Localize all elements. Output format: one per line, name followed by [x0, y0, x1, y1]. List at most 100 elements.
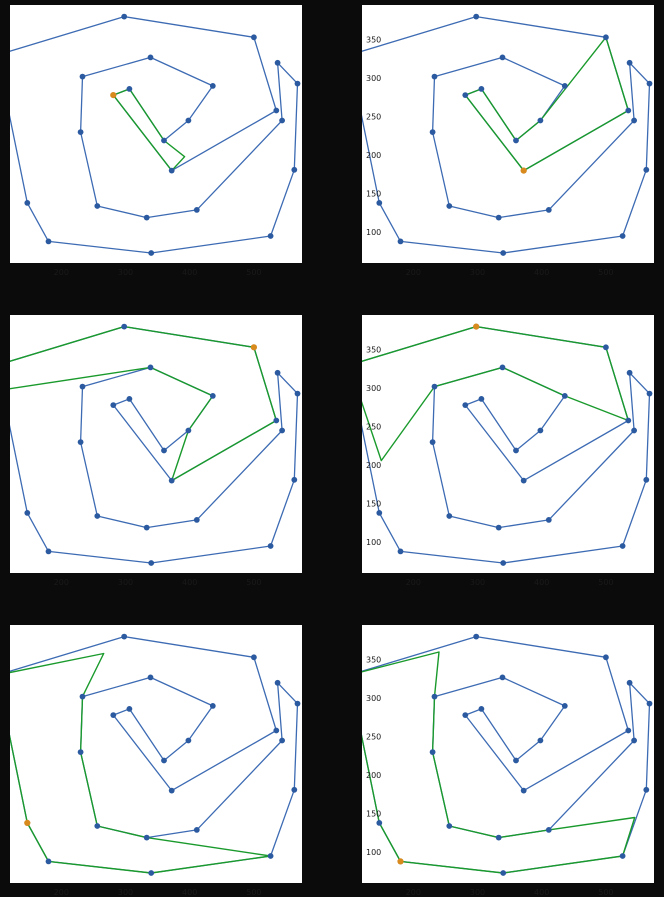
vertex-point: [193, 827, 200, 833]
x-tick-label: 500: [598, 268, 613, 277]
vertex-point: [161, 447, 167, 454]
x-tick-label: 400: [534, 888, 549, 897]
vertex-point: [561, 83, 568, 89]
vertex-point: [561, 703, 568, 709]
vertex-point: [267, 233, 274, 239]
x-tick-label: 200: [54, 888, 69, 897]
y-tick-label: 150: [366, 190, 381, 199]
panel-3: 200 300 400 500: [10, 315, 302, 587]
y-tick-label: 100: [366, 228, 381, 237]
vertex-point: [45, 858, 52, 865]
vertex-point: [513, 447, 519, 454]
vertex-point: [619, 543, 626, 549]
vertex-point: [126, 706, 133, 712]
vertex-point: [446, 823, 453, 829]
vertex-point: [397, 548, 404, 555]
panel-1: 200 300 400 500: [10, 5, 302, 277]
vertex-point: [462, 402, 469, 408]
vertex-point: [429, 749, 436, 755]
vertex-point: [603, 34, 609, 41]
x-tick-label: 200: [406, 268, 421, 277]
vertex-point: [397, 238, 404, 245]
vertex-point: [294, 390, 301, 397]
vertex-point: [143, 524, 150, 531]
vertex-point: [121, 13, 128, 20]
plot-area: [10, 5, 302, 263]
x-tick-label: 200: [54, 578, 69, 587]
x-tick-label: 300: [118, 578, 133, 587]
vertex-point: [537, 427, 544, 434]
vertex-point: [561, 393, 568, 399]
vertex-point: [643, 166, 650, 173]
x-tick-label: 300: [470, 268, 485, 277]
vertex-point: [168, 167, 175, 174]
vertex-point: [24, 510, 31, 516]
y-tick-label: 250: [366, 423, 381, 432]
vertex-point: [291, 786, 298, 793]
vertex-point: [77, 439, 84, 445]
vertex-point: [161, 137, 167, 144]
plot-area: [362, 5, 654, 263]
vertex-point: [376, 200, 383, 206]
vertex-point: [143, 834, 150, 841]
x-tick-label: 400: [182, 268, 197, 277]
vertex-point: [294, 700, 301, 707]
start-point: [110, 92, 117, 99]
vertex-point: [626, 369, 633, 376]
vertex-point: [185, 427, 192, 434]
vertex-point: [626, 679, 633, 686]
vertex-point: [500, 250, 507, 256]
path-line: [10, 325, 277, 482]
vertex-point: [446, 513, 453, 519]
vertex-point: [537, 117, 544, 124]
x-tick-label: 300: [470, 578, 485, 587]
start-point: [473, 323, 480, 330]
vertex-point: [520, 477, 527, 484]
panel-5: 200 300 400 500: [10, 625, 302, 897]
vertex-point: [643, 476, 650, 483]
vertex-point: [626, 59, 633, 66]
vertex-point: [619, 233, 626, 239]
vertex-point: [603, 654, 609, 661]
vertex-point: [431, 693, 438, 700]
vertex-point: [193, 207, 200, 213]
vertex-point: [193, 517, 200, 523]
vertex-point: [294, 80, 301, 87]
vertex-point: [45, 548, 52, 555]
panel-6: 200 300 400 500 100 150 200 250 300 350: [362, 625, 654, 897]
start-point: [24, 819, 31, 827]
x-tick-label: 500: [246, 578, 261, 587]
vertex-point: [376, 510, 383, 516]
vertex-point: [274, 59, 281, 66]
vertex-point: [147, 674, 154, 681]
vertex-point: [631, 117, 637, 124]
vertex-point: [274, 369, 281, 376]
plot-content: [10, 633, 301, 876]
plot-content: [10, 13, 301, 256]
x-tick-label: 200: [406, 578, 421, 587]
vertex-point: [478, 706, 485, 712]
vertex-point: [79, 693, 86, 700]
vertex-point: [625, 417, 632, 424]
plot-area: [10, 625, 302, 883]
vertex-point: [478, 86, 485, 92]
vertex-point: [603, 344, 609, 351]
y-tick-label: 150: [366, 500, 381, 509]
vertex-point: [148, 250, 155, 256]
vertex-point: [495, 214, 502, 221]
vertex-point: [291, 476, 298, 483]
vertex-point: [631, 737, 637, 744]
vertex-point: [185, 737, 192, 744]
y-tick-label: 350: [366, 656, 381, 665]
y-tick-label: 300: [366, 694, 381, 703]
vertex-point: [625, 727, 632, 734]
vertex-point: [429, 439, 436, 445]
vertex-point: [646, 700, 653, 707]
start-point: [250, 344, 257, 351]
vertex-point: [643, 786, 650, 793]
vertex-point: [110, 402, 117, 408]
vertex-point: [545, 207, 552, 213]
vertex-point: [94, 203, 101, 209]
vertex-point: [273, 417, 280, 424]
vertex-point: [161, 757, 167, 764]
